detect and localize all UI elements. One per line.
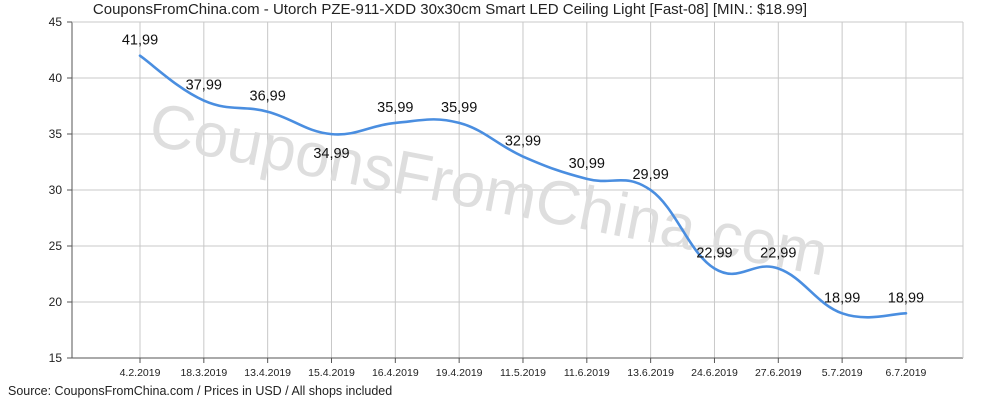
- data-label: 32,99: [505, 134, 541, 150]
- price-series-line: [138, 54, 908, 319]
- chart-title: CouponsFromChina.com - Utorch PZE-911-XD…: [92, 1, 808, 18]
- x-tick-label: 5.7.2019: [822, 367, 863, 379]
- x-tick-label: 11.5.2019: [500, 367, 546, 379]
- y-axis-ticks: 15 20 25 30 35 40 45: [49, 15, 72, 365]
- y-tick-label: 20: [49, 295, 63, 309]
- y-tick-label: 30: [49, 183, 63, 197]
- x-tick-label: 15.4.2019: [308, 367, 355, 379]
- x-tick-label: 18.3.2019: [180, 367, 227, 379]
- y-tick-label: 25: [49, 239, 63, 253]
- data-label: 29,99: [632, 167, 668, 183]
- data-label: 34,99: [313, 146, 349, 162]
- data-label: 22,99: [696, 246, 732, 262]
- data-label: 30,99: [569, 156, 605, 172]
- y-tick-label: 35: [49, 127, 63, 141]
- x-tick-label: 6.7.2019: [886, 367, 927, 379]
- grid-lines: [72, 21, 963, 359]
- data-label: 35,99: [377, 100, 413, 116]
- data-label: 36,99: [250, 89, 286, 105]
- data-label: 41,99: [122, 33, 158, 49]
- x-axis-ticks: 4.2.2019 18.3.2019 13.4.2019 15.4.2019 16.4.…: [120, 358, 927, 379]
- y-tick-label: 15: [49, 351, 63, 365]
- source-note: Source: CouponsFromChina.com / Prices in…: [8, 384, 393, 398]
- data-label: 18,99: [888, 290, 924, 306]
- data-labels: 41,99 37,99 36,99 34,99 35,99 35,99 32,99 30,99…: [122, 33, 924, 307]
- x-tick-label: 27.6.2019: [755, 367, 802, 379]
- x-tick-label: 16.4.2019: [372, 367, 419, 379]
- data-label: 18,99: [824, 290, 860, 306]
- x-tick-label: 13.4.2019: [244, 367, 291, 379]
- data-label: 22,99: [760, 246, 796, 262]
- data-label: 35,99: [441, 100, 477, 116]
- x-tick-label: 19.4.2019: [436, 367, 483, 379]
- y-tick-label: 40: [49, 71, 63, 85]
- data-label: 37,99: [186, 78, 222, 94]
- x-tick-label: 13.6.2019: [627, 367, 674, 379]
- x-tick-label: 4.2.2019: [120, 367, 161, 379]
- y-tick-label: 45: [49, 15, 63, 29]
- x-tick-label: 24.6.2019: [691, 367, 738, 379]
- x-tick-label: 11.6.2019: [564, 367, 610, 379]
